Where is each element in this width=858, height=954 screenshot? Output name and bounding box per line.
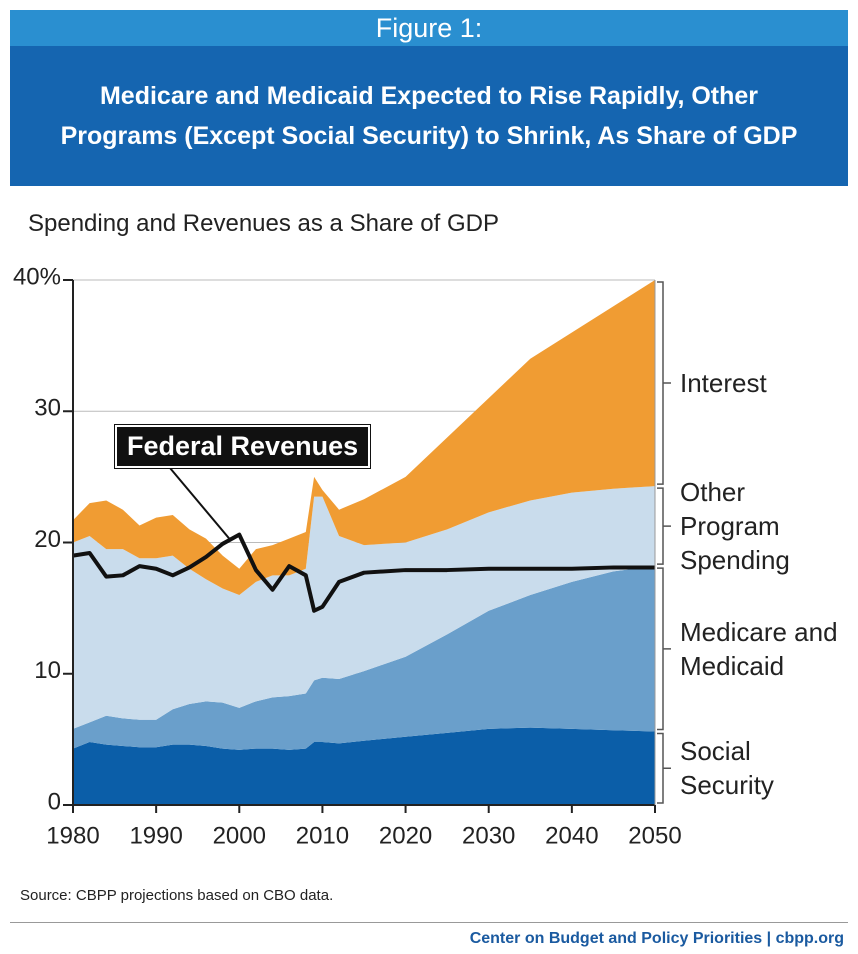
y-tick-label: 40% <box>13 263 61 290</box>
area <box>73 486 655 729</box>
y-tick-label: 20 <box>34 526 61 553</box>
x-tick-label: 1990 <box>129 822 182 849</box>
annotation-pointer <box>169 467 231 540</box>
figure-label: Figure 1: <box>10 10 848 46</box>
y-tick-label: 0 <box>48 788 61 815</box>
series-label: Interest <box>680 368 767 399</box>
source: Source: CBPP projections based on CBO da… <box>20 887 334 904</box>
title-band: Medicare and Medicaid Expected to Rise R… <box>10 46 848 186</box>
revenue-line <box>72 532 655 613</box>
x-tick-label: 2030 <box>462 822 515 849</box>
bracket <box>657 567 671 731</box>
x-tick-label: 2000 <box>213 822 266 849</box>
bracket <box>657 732 671 804</box>
series-label: Medicare and Medicaid <box>680 616 838 681</box>
x-tick-label: 2020 <box>379 822 432 849</box>
area <box>73 566 655 750</box>
footer-rule <box>10 922 848 923</box>
y-tick-label: 30 <box>34 395 61 422</box>
x-tick-label: 1980 <box>46 822 99 849</box>
series-label: Other Program Spending <box>680 477 790 576</box>
revenue-annotation: Federal Revenues <box>113 424 372 469</box>
x-tick-label: 2010 <box>296 822 349 849</box>
credit: Center on Budget and Policy Priorities |… <box>469 930 844 947</box>
chart-title: Medicare and Medicaid Expected to Rise R… <box>60 82 798 150</box>
area <box>73 727 655 805</box>
area <box>73 280 655 595</box>
x-tick-label: 2040 <box>545 822 598 849</box>
y-tick-label: 10 <box>34 657 61 684</box>
x-tick-label: 2050 <box>628 822 681 849</box>
subtitle: Spending and Revenues as a Share of GDP <box>28 210 499 237</box>
series-label: Social Security <box>680 736 774 801</box>
bracket <box>657 281 671 485</box>
bracket <box>657 487 671 565</box>
